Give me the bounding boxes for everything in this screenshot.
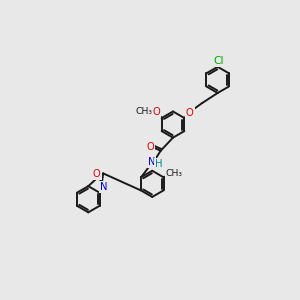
Text: CH₃: CH₃	[136, 107, 152, 116]
Text: CH₃: CH₃	[166, 169, 183, 178]
Text: methyl: methyl	[142, 110, 147, 112]
Text: O: O	[93, 169, 101, 179]
Text: H: H	[154, 159, 162, 169]
Text: N: N	[148, 157, 155, 167]
Text: N: N	[100, 182, 107, 192]
Text: O: O	[186, 108, 194, 118]
Text: O: O	[146, 142, 154, 152]
Text: O: O	[152, 107, 160, 117]
Text: Cl: Cl	[213, 56, 224, 66]
